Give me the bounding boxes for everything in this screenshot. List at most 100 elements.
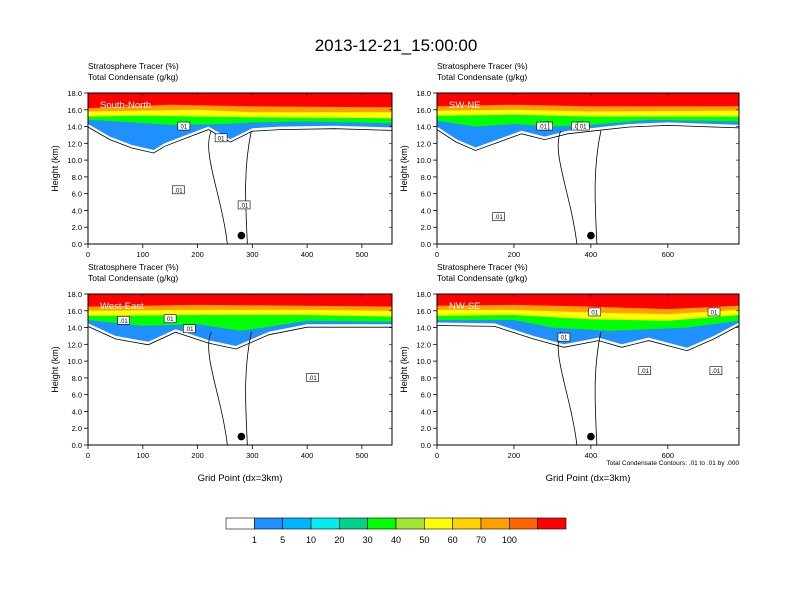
colorbar-swatch [339,517,368,530]
plot-area: 01 01 .01 .01 [88,93,392,244]
plot-frame [87,92,393,245]
convective-contour [557,130,602,244]
contour-label-box [709,366,723,375]
y-tick-label: 10.0 [67,357,82,366]
colorbar-level-label: 20 [334,535,344,545]
colorbar-level-label: 40 [391,535,401,545]
y-tick-label: 14.0 [416,324,431,333]
x-axis-label: Grid Point (dx=3km) [198,473,283,484]
contour-label-text: .01 [641,369,650,375]
plot-area: 01 .01 .01 .01 [88,294,392,445]
y-tick-label: 6.0 [421,190,431,199]
colorbar-swatch [367,517,397,530]
panel-subtitle-condensate: Total Condensate (g/kg) [88,72,178,82]
location-marker [237,432,246,441]
contour-label: 01 [707,307,721,316]
y-tick-label: 18.0 [416,290,431,299]
panels: Stratosphere Tracer (%)Total Condensate … [50,61,740,484]
location-marker [587,432,595,441]
contour-label-text: .01 [174,188,183,194]
x-tick-label: 400 [585,250,598,259]
contour-label: .01 [117,316,130,325]
x-tick-label: 0 [86,451,90,460]
y-tick-label: 14.0 [67,123,82,132]
x-tick-label: 500 [356,451,369,460]
contour-label-box [163,314,177,323]
y-tick-label: 6.0 [72,190,82,199]
x-tick-label: 200 [191,250,204,259]
x-tick-label: 0 [435,451,439,460]
tracer-band-100 [437,93,739,107]
y-tick-label: 14.0 [67,324,82,333]
location-marker [587,231,595,240]
x-tick-label: 200 [191,451,204,460]
contour-label-box [117,316,130,325]
colorbar-level-label: 50 [419,535,429,545]
contour-label-box [638,366,652,375]
colorbar-swatch [509,517,538,530]
contour-label-text: .01 [494,215,503,221]
plot-frame [87,293,393,446]
contour-label-box [172,185,185,195]
contour-label: 01 [214,133,228,143]
y-tick-label: 0.0 [421,240,431,249]
colorbar-swatch [537,517,567,530]
contour-label: .01 [638,366,652,375]
panel-subtitle-tracer: Stratosphere Tracer (%) [88,61,179,71]
contour-label: .01 [172,185,185,195]
x-tick-label: 100 [137,451,150,460]
y-tick-label: 16.0 [67,307,82,316]
y-tick-label: 8.0 [72,374,82,383]
y-axis-label: Height (km) [50,145,60,192]
panel-subtitle-condensate: Total Condensate (g/kg) [88,273,178,283]
contour-label-box [214,133,228,143]
colorbar-level-label: 5 [280,535,285,545]
contour-label-box [588,307,602,317]
plot-area: 01 01 01 .01 .01 [437,294,739,445]
contour-label: 01 [588,307,602,317]
plot-frame [436,293,740,446]
x-tick-label: 0 [86,250,90,259]
condensate-contour [437,325,739,352]
y-tick-label: 10.0 [67,156,82,165]
contour-label-text: .01 [240,203,249,209]
y-tick-label: 12.0 [416,139,431,148]
convective-contour [208,331,252,445]
colorbar-swatch [395,517,425,530]
panel-subtitle-tracer: Stratosphere Tracer (%) [88,262,179,272]
contour-label: .01 [536,121,550,131]
x-tick-label: 400 [301,250,314,259]
contour-label-text: .01 [308,376,317,382]
y-tick-label: 2.0 [72,223,82,232]
y-tick-label: 8.0 [421,173,431,182]
y-tick-label: 6.0 [421,391,431,400]
convective-contour [208,130,252,244]
y-tick-label: 18.0 [416,89,431,98]
x-tick-label: 200 [508,451,521,460]
y-tick-label: 14.0 [416,123,431,132]
contour-label: .01 [709,366,723,375]
y-tick-label: 0.0 [72,240,82,249]
colorbar-swatch [282,517,312,530]
y-tick-label: 16.0 [416,106,431,115]
colorbar-swatch [254,517,283,530]
y-tick-label: 12.0 [416,340,431,349]
x-axis-label: Grid Point (dx=3km) [546,473,631,484]
x-tick-label: 200 [508,250,521,259]
contour-label-text: 01 [580,125,587,131]
y-tick-label: 16.0 [67,106,82,115]
y-tick-label: 10.0 [416,357,431,366]
colorbar-level-label: 10 [306,535,316,545]
x-tick-label: 300 [246,451,259,460]
x-tick-label: 100 [137,250,150,259]
colorbar-level-label: 1 [252,535,257,545]
y-tick-label: 4.0 [421,206,431,215]
y-tick-label: 0.0 [421,441,431,450]
colorbar-swatch [452,517,482,530]
y-tick-label: 2.0 [421,223,431,232]
panel-label: South-North [100,100,151,111]
panel-subtitle-condensate: Total Condensate (g/kg) [437,72,527,82]
y-tick-label: 4.0 [72,206,82,215]
